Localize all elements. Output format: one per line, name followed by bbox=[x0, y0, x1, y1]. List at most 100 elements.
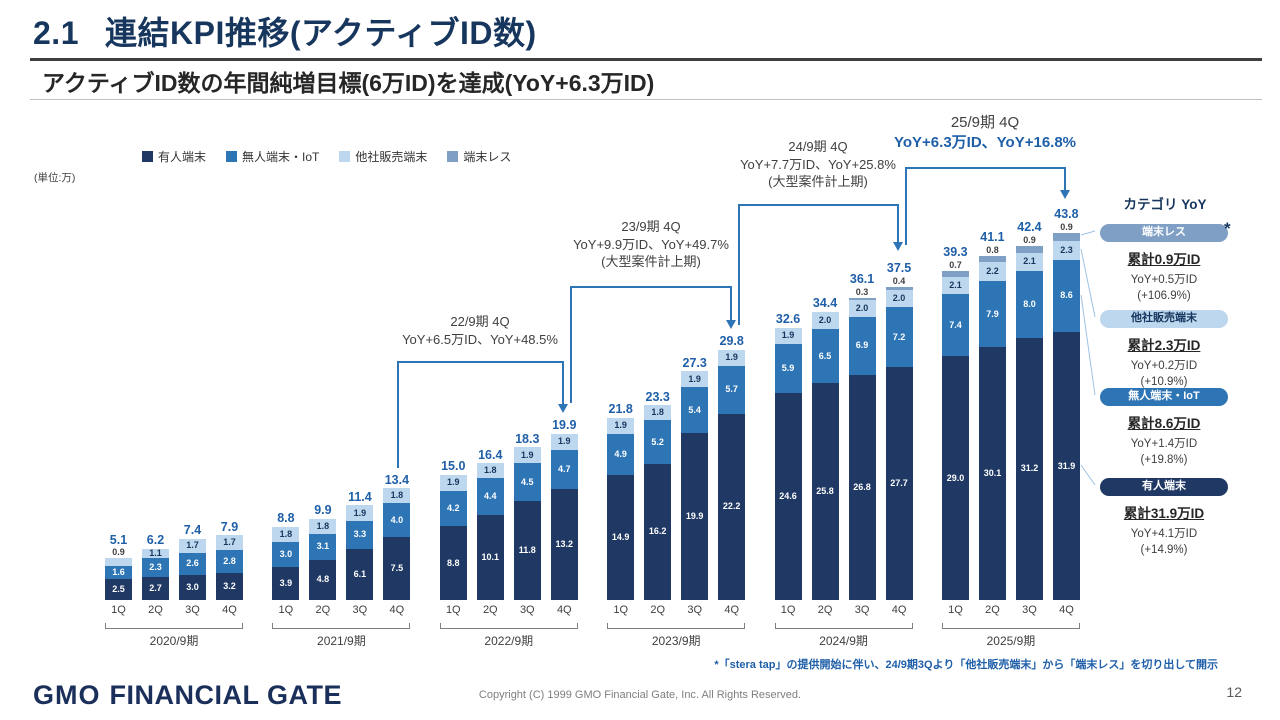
segment-有人端末: 31.2 bbox=[1015, 337, 1043, 600]
segment-無人端末・IoT: 8.6 bbox=[1052, 259, 1080, 332]
category-yoy-title: カテゴリ YoY bbox=[1123, 197, 1207, 212]
bar-total-label: 32.6 bbox=[775, 312, 801, 327]
bar-2025/9期-4Q: 2.3 8.6 31.9 0.9 43.8 bbox=[1052, 208, 1080, 600]
section-number: 2.1 bbox=[33, 15, 79, 51]
category-badge-row: 有人端末 bbox=[1093, 476, 1235, 496]
segment-無人端末・IoT: 3.3 bbox=[346, 521, 374, 549]
segment-value-label: 0.7 bbox=[949, 259, 962, 270]
bar-total-label: 23.3 bbox=[645, 389, 670, 404]
annotation: 25/9期 4Q YoY+6.3万ID、YoY+16.8% bbox=[865, 113, 1105, 154]
bar-2025/9期-3Q: 2.1 8.0 31.2 0.9 42.4 bbox=[1015, 221, 1043, 600]
annotation-note: (大型案件計上期) bbox=[768, 174, 868, 190]
category-yoy: YoY+1.4万ID bbox=[1130, 437, 1198, 450]
quarter-label: 3Q bbox=[687, 604, 703, 616]
legend-label: 有人端末 bbox=[158, 150, 207, 164]
quarter-label: 1Q bbox=[445, 604, 461, 616]
bar-total-label: 34.4 bbox=[812, 296, 838, 311]
segment-無人端末・IoT: 4.2 bbox=[439, 490, 467, 527]
year-bracket bbox=[941, 623, 1080, 629]
bars-row: 1.6 2.5 0.9 5.1 1.1 2.3 2.7 6.2 1.7 2.6 3.0 7.4 1.7 2… bbox=[105, 230, 243, 600]
legend-label: 他社販売端末 bbox=[355, 150, 428, 164]
legend-item: 無人端末・IoT bbox=[226, 148, 319, 165]
bar-total-label: 5.1 bbox=[109, 532, 128, 547]
quarter-label: 1Q bbox=[613, 604, 629, 616]
segment-端末レス bbox=[885, 286, 913, 291]
quarter-label: 4Q bbox=[891, 604, 907, 616]
bar-2023/9期-4Q: 1.9 5.7 22.2 29.8 bbox=[718, 230, 746, 600]
bar-total-label: 7.4 bbox=[183, 523, 202, 538]
category-badge-row: 端末レス bbox=[1093, 222, 1235, 242]
segment-他社販売端末: 2.1 bbox=[1015, 253, 1043, 271]
segment-無人端末・IoT: 2.8 bbox=[216, 549, 243, 574]
quarter-label: 2Q bbox=[482, 604, 498, 616]
segment-有人端末: 24.6 bbox=[774, 393, 802, 600]
segment-有人端末: 26.8 bbox=[848, 374, 876, 600]
segment-他社販売端末: 2.2 bbox=[978, 262, 1006, 281]
segment-無人端末・IoT: 5.4 bbox=[681, 387, 709, 433]
bar-2020/9期-2Q: 1.1 2.3 2.7 6.2 bbox=[142, 230, 169, 600]
title-text: 連結KPI推移(アクティブID数) bbox=[104, 15, 537, 51]
segment-他社販売端末: 1.9 bbox=[513, 447, 541, 464]
year-group: 1.9 4.9 14.9 21.8 1.8 5.2 16.2 23.3 1.9 5.4 19.9 27… bbox=[607, 230, 746, 649]
page-number: 12 bbox=[1226, 684, 1242, 700]
bar-2020/9期-4Q: 1.7 2.8 3.2 7.9 bbox=[216, 230, 243, 600]
category-badge-row: 他社販売端末 bbox=[1093, 308, 1235, 328]
annotation-bracket-line bbox=[738, 204, 899, 206]
quarter-labels: 1Q 2Q 3Q 4Q bbox=[775, 604, 913, 616]
segment-無人端末・IoT: 3.0 bbox=[272, 542, 300, 568]
bar-total-label: 42.4 bbox=[1017, 220, 1042, 235]
quarter-label: 2Q bbox=[817, 604, 833, 616]
stacked-bar-chart: 1.6 2.5 0.9 5.1 1.1 2.3 2.7 6.2 1.7 2.6 3.0 7.4 1.7 2… bbox=[105, 208, 1080, 649]
bars-row: 1.9 4.2 8.8 15.0 1.8 4.4 10.1 16.4 1.9 4.5 11.8 18.… bbox=[439, 230, 578, 600]
segment-有人端末: 25.8 bbox=[811, 383, 839, 600]
segment-有人端末: 3.0 bbox=[179, 574, 206, 600]
quarter-label: 2Q bbox=[148, 604, 163, 616]
segment-端末レス bbox=[1052, 232, 1080, 241]
segment-有人端末: 14.9 bbox=[607, 474, 635, 600]
annotation: 24/9期 4Q YoY+7.7万ID、YoY+25.8% (大型案件計上期) bbox=[698, 138, 938, 191]
segment-有人端末: 16.2 bbox=[644, 463, 672, 600]
slide-subtitle: アクティブID数の年間純増目標(6万ID)を達成(YoY+6.3万ID) bbox=[42, 70, 655, 96]
segment-有人端末: 3.2 bbox=[216, 573, 243, 600]
bar-total-label: 13.4 bbox=[384, 472, 410, 487]
segment-無人端末・IoT: 7.4 bbox=[941, 294, 969, 357]
quarter-label: 1Q bbox=[948, 604, 963, 616]
segment-他社販売端末 bbox=[105, 558, 132, 566]
segment-無人端末・IoT: 4.5 bbox=[513, 463, 541, 501]
category-item: 有人端末 累計31.9万ID YoY+4.1万ID (+14.9%) bbox=[1093, 476, 1235, 556]
segment-無人端末・IoT: 6.9 bbox=[848, 316, 876, 375]
category-pct: (+10.9%) bbox=[1140, 375, 1188, 388]
segment-有人端末: 13.2 bbox=[550, 489, 578, 600]
bar-2022/9期-4Q: 1.9 4.7 13.2 19.9 bbox=[550, 230, 578, 600]
bar-2021/9期-4Q: 1.8 4.0 7.5 13.4 bbox=[383, 230, 411, 600]
quarter-label: 4Q bbox=[389, 604, 405, 616]
year-label: 2025/9期 bbox=[986, 634, 1036, 648]
title-divider bbox=[30, 58, 1262, 61]
category-badge: 有人端末 bbox=[1100, 477, 1228, 496]
segment-他社販売端末: 1.1 bbox=[142, 548, 169, 559]
category-badge: 無人端末・IoT bbox=[1100, 387, 1228, 406]
segment-無人端末・IoT: 6.5 bbox=[811, 328, 839, 384]
quarter-label: 3Q bbox=[519, 604, 535, 616]
bar-2024/9期-3Q: 2.0 6.9 26.8 0.3 36.1 bbox=[848, 230, 876, 600]
segment-他社販売端末: 1.9 bbox=[774, 327, 802, 344]
segment-有人端末: 7.5 bbox=[383, 537, 411, 600]
bar-2021/9期-2Q: 1.8 3.1 4.8 9.9 bbox=[309, 230, 337, 600]
quarter-label: 1Q bbox=[780, 604, 796, 616]
legend-label: 端末レス bbox=[463, 150, 512, 164]
year-bracket bbox=[774, 623, 913, 629]
segment-無人端末・IoT: 7.9 bbox=[978, 280, 1006, 348]
year-bracket bbox=[439, 623, 578, 629]
segment-無人端末・IoT: 4.4 bbox=[476, 478, 504, 516]
segment-他社販売端末: 2.3 bbox=[1052, 240, 1080, 260]
quarter-label: 1Q bbox=[111, 604, 126, 616]
annotation-title: 24/9期 4Q bbox=[788, 139, 848, 154]
segment-無人端末・IoT: 4.7 bbox=[550, 449, 578, 490]
year-bracket bbox=[105, 623, 243, 629]
bars-row: 1.9 4.9 14.9 21.8 1.8 5.2 16.2 23.3 1.9 5.4 19.9 27… bbox=[607, 230, 746, 600]
bar-2025/9期-2Q: 2.2 7.9 30.1 0.8 41.1 bbox=[978, 230, 1006, 600]
quarter-label: 3Q bbox=[1022, 604, 1037, 616]
annotation-bracket-right bbox=[1064, 167, 1066, 190]
bar-2023/9期-2Q: 1.8 5.2 16.2 23.3 bbox=[644, 230, 672, 600]
category-yoy: YoY+4.1万ID bbox=[1130, 527, 1198, 540]
